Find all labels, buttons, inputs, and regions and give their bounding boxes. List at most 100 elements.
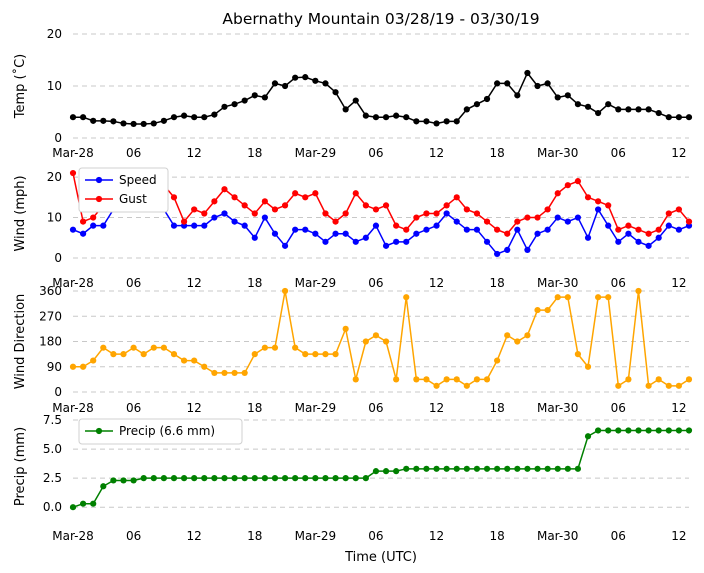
data-point (322, 238, 329, 245)
data-point (231, 369, 238, 377)
x-tick-label: 18 (247, 276, 262, 290)
data-point (494, 250, 501, 258)
data-point (544, 226, 551, 233)
data-point (564, 294, 571, 301)
data-point (403, 114, 410, 121)
y-tick-label: 20 (47, 170, 62, 184)
data-point (170, 194, 178, 201)
data-point (90, 117, 97, 124)
data-point (69, 169, 77, 177)
data-point (372, 222, 380, 229)
data-point (362, 475, 369, 482)
data-point (160, 475, 167, 482)
x-tick-label: 12 (671, 401, 686, 415)
data-point (443, 118, 450, 125)
data-point (393, 222, 400, 229)
data-point (362, 234, 369, 241)
y-axis-label: Temp (˚C) (12, 54, 28, 120)
y-axis-label: Wind Direction (13, 294, 28, 390)
data-point (221, 210, 228, 217)
data-point (443, 376, 450, 383)
data-point (90, 222, 97, 229)
data-point (463, 226, 470, 233)
data-point (110, 118, 117, 125)
data-point (241, 369, 248, 377)
x-tick-label: Mar-28 (52, 276, 93, 290)
data-point (534, 465, 541, 472)
data-point (221, 369, 228, 377)
data-point (433, 222, 440, 229)
data-point (241, 222, 248, 229)
data-point (372, 206, 380, 213)
data-point (584, 433, 592, 440)
data-point (120, 351, 127, 358)
data-point (665, 222, 672, 229)
data-point (554, 294, 561, 301)
x-tick-label: 18 (489, 529, 504, 543)
data-point (675, 226, 683, 233)
y-axis-label: Wind (mph) (13, 175, 28, 251)
data-point (201, 475, 208, 482)
wind-speed-panel: 0 10 20 Wind (mph) Mar-28 06 12 18 Mar-29 06 12 18 M… (13, 167, 693, 290)
legend-marker (95, 195, 103, 203)
data-point (322, 475, 329, 482)
data-point (302, 74, 309, 81)
x-tick-label: Mar-29 (295, 276, 336, 290)
data-point (423, 465, 430, 472)
data-point (463, 465, 470, 472)
data-point (150, 120, 157, 127)
data-point (675, 114, 683, 121)
data-point (110, 351, 117, 358)
data-point (685, 427, 693, 434)
data-point (494, 80, 501, 87)
data-point (403, 465, 410, 472)
data-point (382, 468, 390, 475)
x-tick-label: 06 (611, 146, 626, 160)
data-point (180, 112, 188, 119)
data-point (413, 465, 420, 472)
data-point (362, 112, 369, 119)
data-point (463, 106, 470, 113)
data-point (292, 344, 299, 351)
data-point (473, 465, 481, 472)
data-point (514, 338, 521, 345)
data-point (211, 198, 218, 205)
data-point (453, 218, 460, 225)
data-point (69, 114, 77, 121)
data-point (655, 109, 662, 117)
data-point (281, 287, 289, 295)
x-tick-label: 18 (247, 146, 262, 160)
x-tick-label: 06 (126, 401, 141, 415)
data-point (554, 214, 561, 221)
data-point (615, 427, 622, 434)
data-point (302, 194, 309, 201)
data-point (382, 338, 390, 345)
data-point (413, 118, 420, 125)
data-point (655, 234, 662, 241)
data-point (675, 382, 683, 389)
data-point (312, 230, 319, 237)
data-point (69, 226, 77, 233)
data-point (655, 226, 662, 233)
data-point (453, 376, 460, 383)
data-point (625, 427, 632, 434)
data-point (453, 465, 460, 472)
y-tick-label: 10 (47, 79, 62, 93)
data-point (332, 89, 339, 96)
data-point (433, 120, 440, 127)
data-point (231, 475, 238, 482)
data-point (130, 477, 137, 484)
x-tick-label: 18 (247, 529, 262, 543)
y-tick-label: 0 (54, 385, 62, 399)
data-point (463, 382, 470, 389)
data-point (251, 475, 258, 482)
x-tick-label: 06 (368, 276, 383, 290)
data-point (564, 182, 571, 189)
data-point (584, 363, 592, 370)
x-tick-label: Mar-28 (52, 146, 93, 160)
data-point (261, 344, 268, 351)
data-point (625, 222, 632, 229)
data-point (524, 214, 531, 221)
data-point (403, 226, 410, 233)
